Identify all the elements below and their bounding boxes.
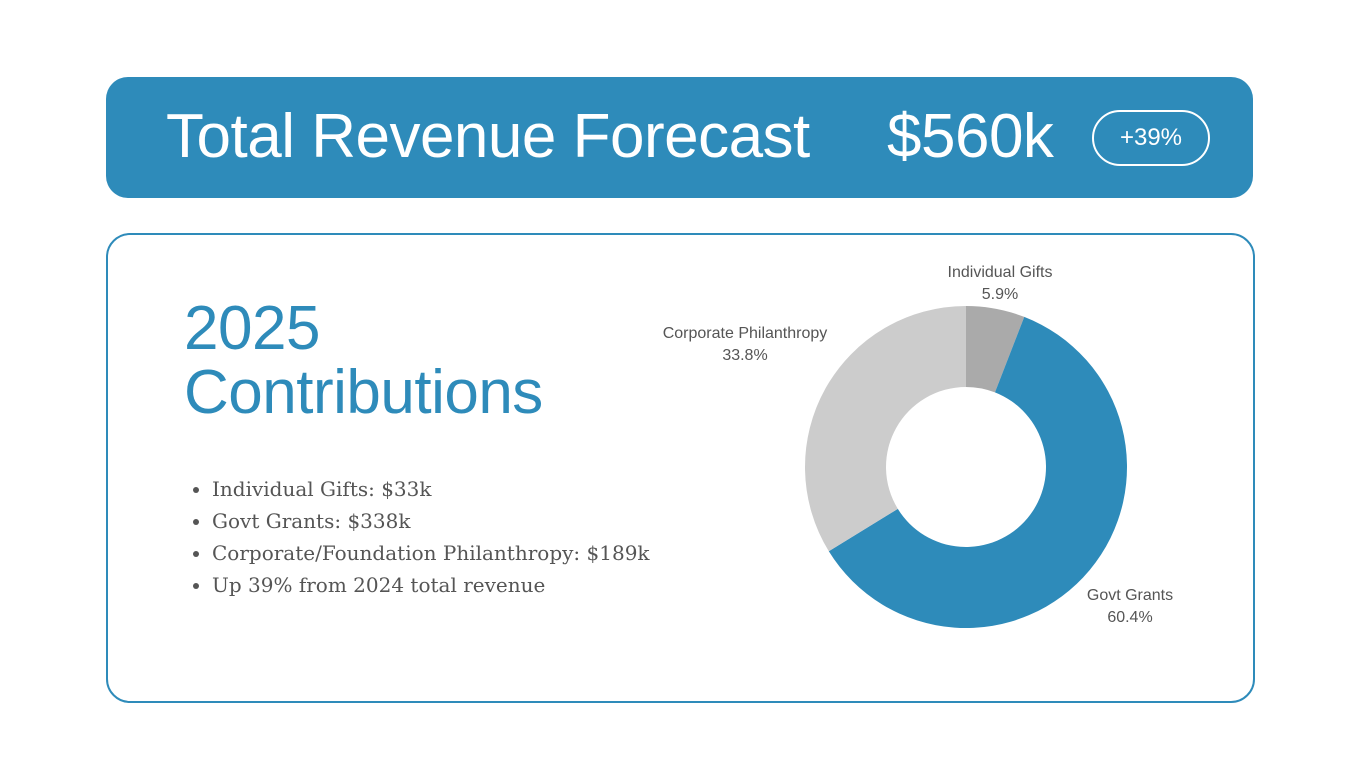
list-item: Individual Gifts: $33k <box>212 473 650 505</box>
heading-year: 2025 <box>184 294 320 363</box>
slice-label-percent: 5.9% <box>982 286 1018 303</box>
donut-chart: Individual Gifts 5.9% Govt Grants 60.4% Corp… <box>630 250 1250 650</box>
list-item: Govt Grants: $338k <box>212 505 650 537</box>
total-revenue-value: $560k <box>887 102 1054 171</box>
banner-title: Total Revenue Forecast <box>166 102 810 171</box>
revenue-banner: Total Revenue Forecast $560k +39% <box>106 77 1253 198</box>
donut-slice-govt-grants <box>828 316 1127 629</box>
list-item: Up 39% from 2024 total revenue <box>212 569 650 601</box>
growth-badge: +39% <box>1092 110 1210 166</box>
slice-label-percent: 60.4% <box>1107 609 1152 626</box>
slice-label-percent: 33.8% <box>722 347 767 364</box>
donut-chart-svg: Individual Gifts 5.9% Govt Grants 60.4% Corp… <box>663 264 1173 629</box>
contributions-heading: 2025 Contributions <box>184 297 543 425</box>
slice-label-category: Corporate Philanthropy <box>663 325 828 342</box>
slice-label-category: Govt Grants <box>1087 587 1173 604</box>
donut-slice-individual-gifts <box>966 306 1025 393</box>
donut-slice-corporate-philanthropy <box>805 306 966 552</box>
contributions-list: Individual Gifts: $33k Govt Grants: $338… <box>188 473 650 601</box>
heading-label: Contributions <box>184 358 543 427</box>
slice-label-category: Individual Gifts <box>948 264 1053 281</box>
list-item: Corporate/Foundation Philanthropy: $189k <box>212 537 650 569</box>
